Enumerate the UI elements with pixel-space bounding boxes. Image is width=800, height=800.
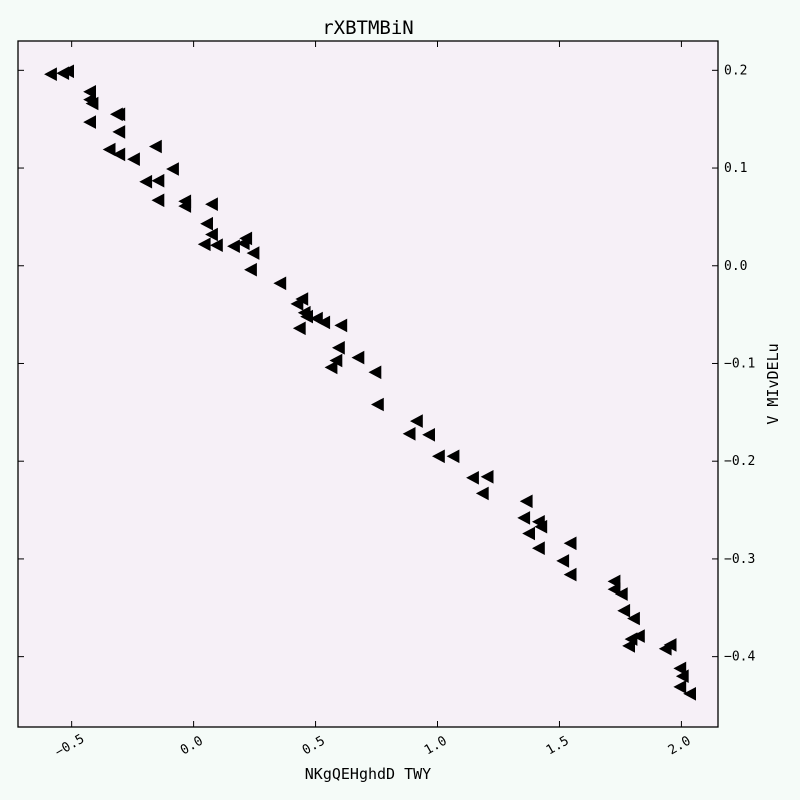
plot-frame [17, 40, 719, 728]
data-point [683, 687, 696, 701]
data-point [332, 341, 345, 355]
data-point [166, 162, 179, 176]
data-point [205, 227, 218, 242]
data-point [432, 449, 445, 464]
data-point [246, 246, 260, 260]
data-point [475, 486, 489, 501]
data-point [317, 315, 331, 330]
data-point [627, 611, 640, 626]
data-point [532, 541, 545, 555]
data-point [244, 262, 257, 277]
y-tick-label: 0.0 [724, 259, 747, 274]
data-point [673, 680, 687, 694]
data-point [334, 318, 348, 333]
data-point [178, 199, 192, 213]
y-tick-label: 0.1 [724, 161, 747, 176]
data-point [673, 661, 687, 676]
data-point [200, 216, 213, 231]
data-point [227, 239, 240, 253]
chart-title: rXBTMBiN [322, 17, 414, 39]
x-axis-label: NKgQEHghdD TWY [305, 765, 431, 783]
data-point [622, 639, 635, 653]
y-axis-ticks: 0.2 0.1 0.0 −0.1 −0.2 −0.3 −0.4 [18, 63, 755, 665]
data-point [324, 360, 338, 375]
data-point [617, 603, 631, 618]
y-axis-label: V MIvDELu [764, 343, 782, 424]
data-point [446, 449, 460, 464]
data-point [658, 642, 672, 656]
data-point [466, 471, 479, 485]
data-point [273, 276, 287, 291]
data-point [44, 67, 57, 81]
data-point [112, 147, 126, 162]
data-point [614, 587, 628, 601]
data-point [205, 197, 218, 211]
data-point [139, 174, 153, 189]
x-tick-label: 1.0 [422, 734, 450, 759]
data-point [127, 152, 140, 166]
data-markers [44, 64, 696, 701]
data-point [329, 353, 343, 368]
data-point [112, 107, 126, 122]
data-point [236, 236, 250, 251]
data-point [410, 414, 423, 428]
data-point [563, 567, 577, 582]
x-tick-label: 2.0 [666, 734, 694, 759]
data-point [151, 173, 165, 188]
data-point [210, 238, 223, 252]
x-tick-label: −0.5 [53, 732, 88, 761]
data-point [522, 526, 535, 541]
data-point [292, 321, 306, 336]
data-point [149, 139, 162, 154]
data-point [519, 494, 533, 509]
data-point [534, 519, 548, 534]
data-point [197, 237, 211, 252]
data-point [112, 125, 126, 139]
data-point [368, 365, 382, 380]
y-tick-label: −0.4 [724, 650, 755, 665]
data-point [422, 428, 435, 442]
data-point [61, 64, 74, 79]
x-tick-label: 0.0 [178, 734, 206, 759]
data-point [83, 115, 96, 129]
data-point [675, 669, 689, 683]
data-point [151, 193, 165, 208]
y-tick-label: 0.2 [724, 63, 747, 78]
data-point [563, 536, 577, 551]
data-point [351, 350, 365, 365]
y-tick-label: −0.1 [724, 356, 755, 371]
data-point [102, 142, 116, 157]
data-point [517, 511, 531, 525]
data-point [300, 309, 313, 324]
data-point [85, 96, 99, 111]
data-point [480, 470, 494, 484]
data-point [402, 427, 416, 441]
data-point [556, 554, 570, 568]
data-point [632, 629, 645, 643]
plot-area [18, 41, 718, 727]
x-tick-label: 1.5 [544, 734, 572, 759]
y-tick-label: −0.2 [724, 454, 755, 469]
data-point [607, 582, 621, 596]
x-tick-label: 0.5 [300, 734, 328, 759]
data-point [290, 297, 304, 311]
y-tick-label: −0.3 [724, 552, 755, 567]
data-point [371, 397, 384, 412]
